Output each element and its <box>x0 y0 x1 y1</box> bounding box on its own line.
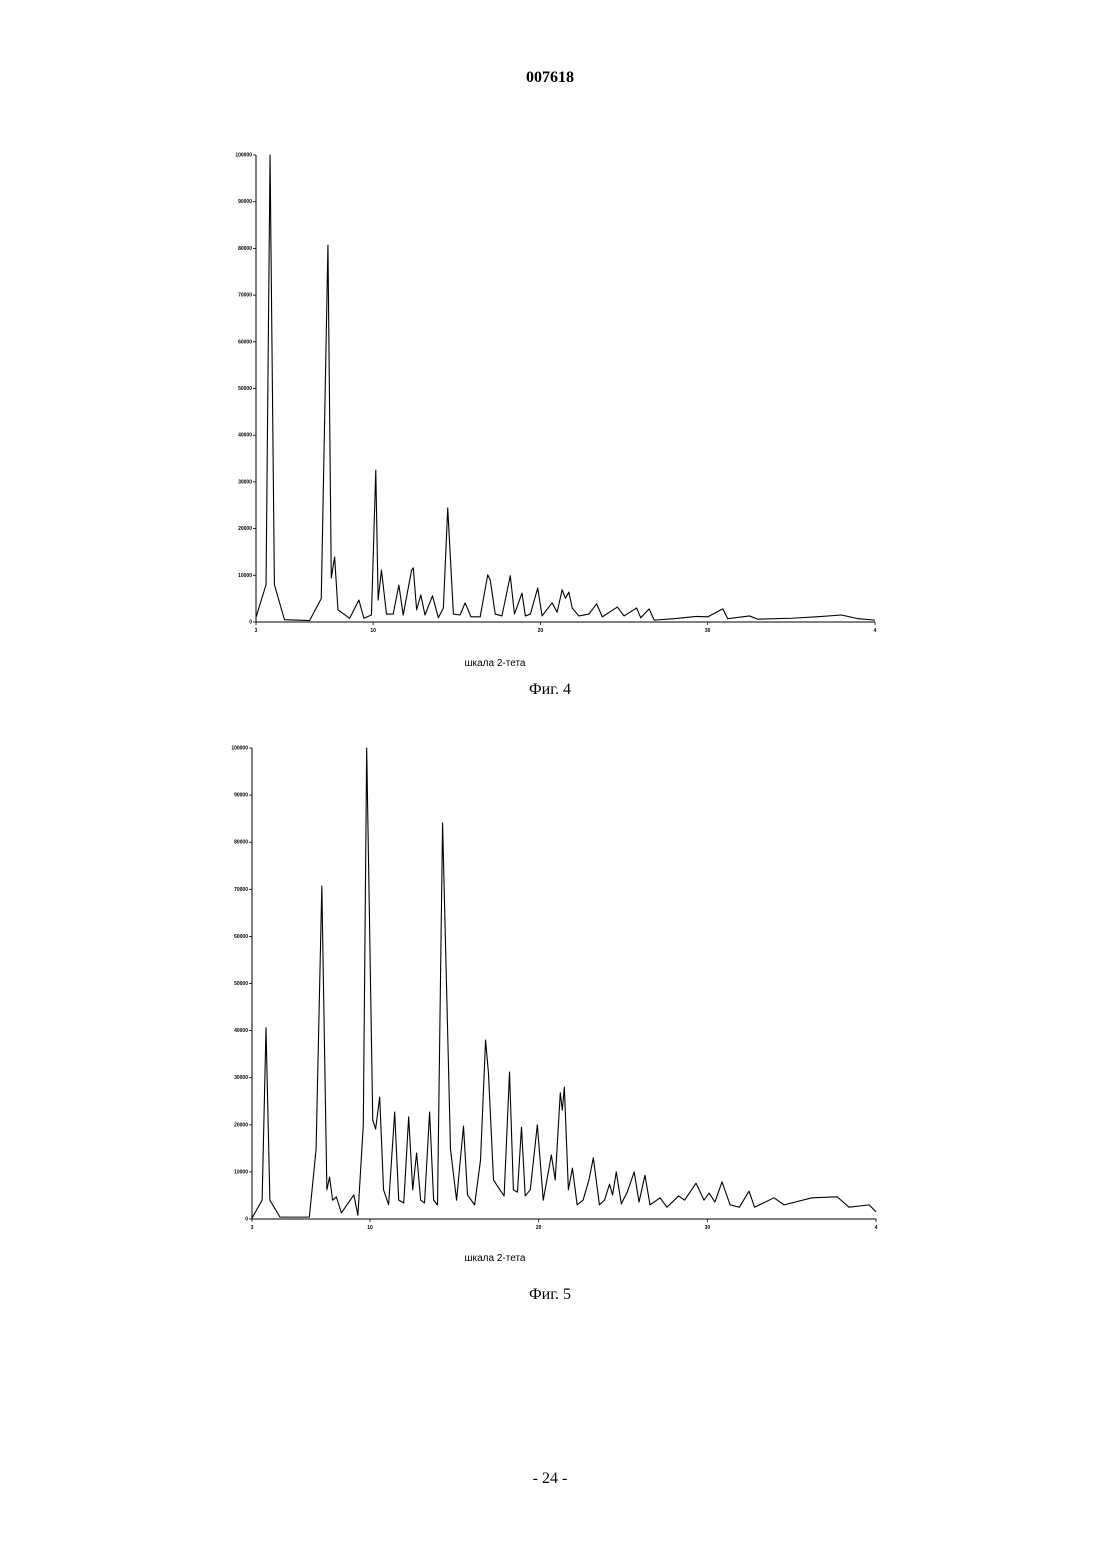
x-tick-label: 4 <box>875 1225 878 1231</box>
x-tick-label: 4 <box>874 628 877 634</box>
figure-caption: Фиг. 4 <box>529 681 571 698</box>
y-tick-label: 60000 <box>238 339 252 345</box>
x-tick-label: 3 <box>255 628 258 634</box>
y-tick-label: 100000 <box>231 746 248 752</box>
y-tick-label: 0 <box>245 1217 248 1223</box>
background <box>0 0 1100 1556</box>
figure-caption: Фиг. 5 <box>529 1286 571 1303</box>
page: 007618 - 24 - 0 10000 20000 30000 40000 50000… <box>0 0 1100 1556</box>
x-tick-label: 10 <box>367 1225 373 1231</box>
y-tick-label: 20000 <box>238 526 252 532</box>
y-tick-label: 20000 <box>234 1122 248 1128</box>
y-tick-label: 60000 <box>234 934 248 940</box>
x-axis-label: шкала 2-тета <box>465 1253 526 1264</box>
page-number: - 24 - <box>533 1470 568 1487</box>
y-tick-label: 70000 <box>234 887 248 893</box>
x-axis-label: шкала 2-тета <box>465 658 526 669</box>
y-tick-label: 70000 <box>238 293 252 299</box>
x-tick-label: 3 <box>251 1225 254 1231</box>
document: 007618 - 24 - 0 10000 20000 30000 40000 50000… <box>0 0 1100 1556</box>
y-tick-label: 80000 <box>234 840 248 846</box>
y-tick-label: 40000 <box>234 1028 248 1034</box>
y-tick-label: 90000 <box>238 199 252 205</box>
x-tick-label: 30 <box>705 1225 711 1231</box>
y-tick-label: 90000 <box>234 793 248 799</box>
y-tick-label: 80000 <box>238 246 252 252</box>
y-tick-label: 40000 <box>238 433 252 439</box>
y-tick-label: 10000 <box>238 573 252 579</box>
y-tick-label: 30000 <box>238 479 252 485</box>
x-tick-label: 20 <box>538 628 544 634</box>
y-tick-label: 50000 <box>238 386 252 392</box>
y-tick-label: 10000 <box>234 1169 248 1175</box>
y-tick-label: 100000 <box>235 153 252 159</box>
x-tick-label: 10 <box>370 628 376 634</box>
y-tick-label: 0 <box>249 620 252 626</box>
x-tick-label: 20 <box>536 1225 542 1231</box>
patent-number: 007618 <box>526 69 574 86</box>
x-tick-label: 30 <box>705 628 711 634</box>
y-tick-label: 30000 <box>234 1075 248 1081</box>
y-tick-label: 50000 <box>234 981 248 987</box>
